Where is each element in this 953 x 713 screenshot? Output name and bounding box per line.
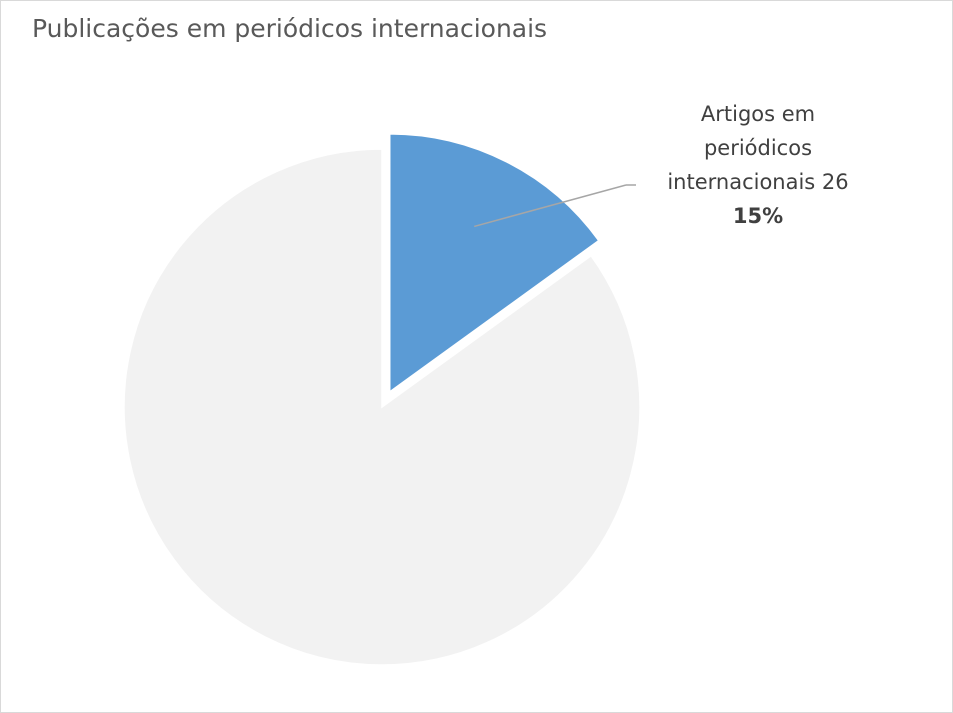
leader-line <box>474 184 627 228</box>
slice-label-line-3: internacionais 26 <box>667 170 849 194</box>
slice-label-line-1: Artigos em <box>700 102 816 126</box>
slice-data-label: Artigos em periódicos internacionais 26 … <box>638 97 878 233</box>
chart-title: Publicações em periódicos internacionais <box>32 14 548 43</box>
pie-slice-0 <box>388 133 600 394</box>
slice-percent-label: 15% <box>732 204 784 228</box>
pie-slices <box>123 133 641 666</box>
pie-slice-1 <box>123 148 641 666</box>
slice-label-line-2: periódicos <box>703 136 813 160</box>
